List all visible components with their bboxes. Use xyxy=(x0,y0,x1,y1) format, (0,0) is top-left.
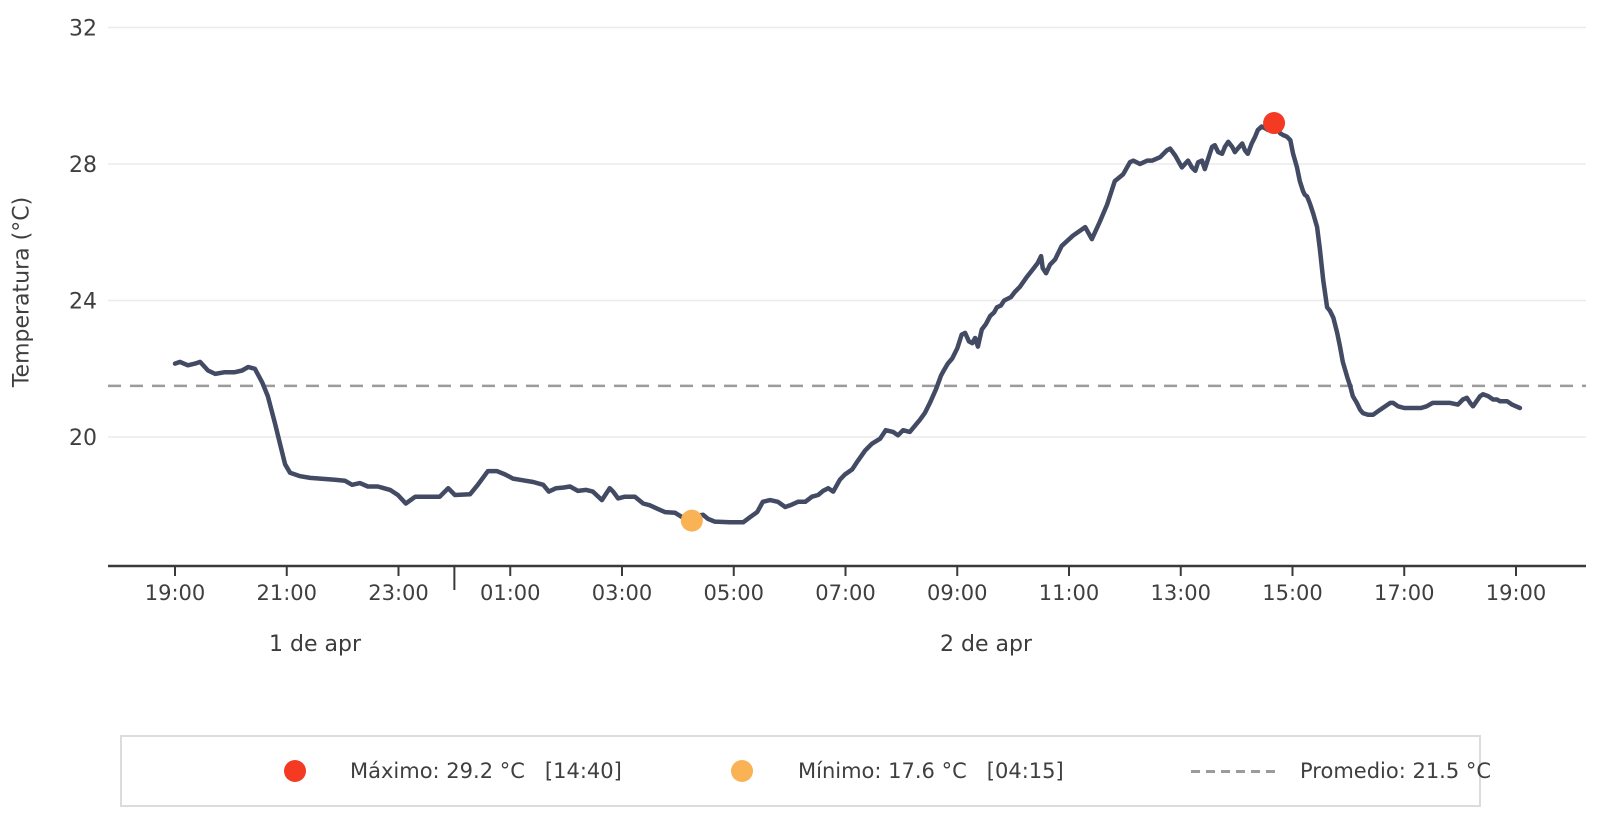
legend-item-max: Máximo: 29.2 °C [14:40] xyxy=(284,737,622,805)
x-tick-label: 01:00 xyxy=(480,581,541,605)
x-tick-label: 03:00 xyxy=(592,581,653,605)
x-tick-label: 13:00 xyxy=(1150,581,1211,605)
x-axis-day-label-1: 1 de apr xyxy=(269,632,361,657)
max-marker-icon xyxy=(284,760,306,782)
legend-label-average: Promedio: 21.5 °C xyxy=(1300,759,1492,783)
x-tick-label: 07:00 xyxy=(815,581,876,605)
y-tick-label: 32 xyxy=(69,17,97,42)
y-tick-label: 20 xyxy=(69,426,97,451)
average-line-icon xyxy=(1191,769,1279,773)
legend-item-average: Promedio: 21.5 °C xyxy=(1191,737,1491,805)
min-point-marker xyxy=(680,509,703,532)
legend-label-max: Máximo: 29.2 °C [14:40] xyxy=(350,759,622,783)
x-axis-day-label-2: 2 de apr xyxy=(940,632,1032,657)
x-tick-label: 15:00 xyxy=(1262,581,1323,605)
y-tick-label: 28 xyxy=(69,153,97,178)
y-axis-title: Temperatura (°C) xyxy=(9,196,35,388)
x-tick-label: 21:00 xyxy=(256,581,317,605)
max-point-marker xyxy=(1263,112,1286,135)
x-tick-label: 23:00 xyxy=(368,581,429,605)
x-tick-label: 11:00 xyxy=(1039,581,1100,605)
temperature-line xyxy=(172,120,1523,525)
min-marker-icon xyxy=(731,760,753,782)
legend-label-min: Mínimo: 17.6 °C [04:15] xyxy=(798,759,1064,783)
x-tick-label: 19:00 xyxy=(145,581,206,605)
legend-item-min: Mínimo: 17.6 °C [04:15] xyxy=(731,737,1064,805)
x-tick-label: 17:00 xyxy=(1374,581,1435,605)
y-tick-label: 24 xyxy=(69,290,97,315)
x-tick-label: 09:00 xyxy=(927,581,988,605)
legend: Máximo: 29.2 °C [14:40] Mínimo: 17.6 °C … xyxy=(120,735,1491,807)
x-tick-label: 19:00 xyxy=(1486,581,1547,605)
x-tick-label: 05:00 xyxy=(703,581,764,605)
